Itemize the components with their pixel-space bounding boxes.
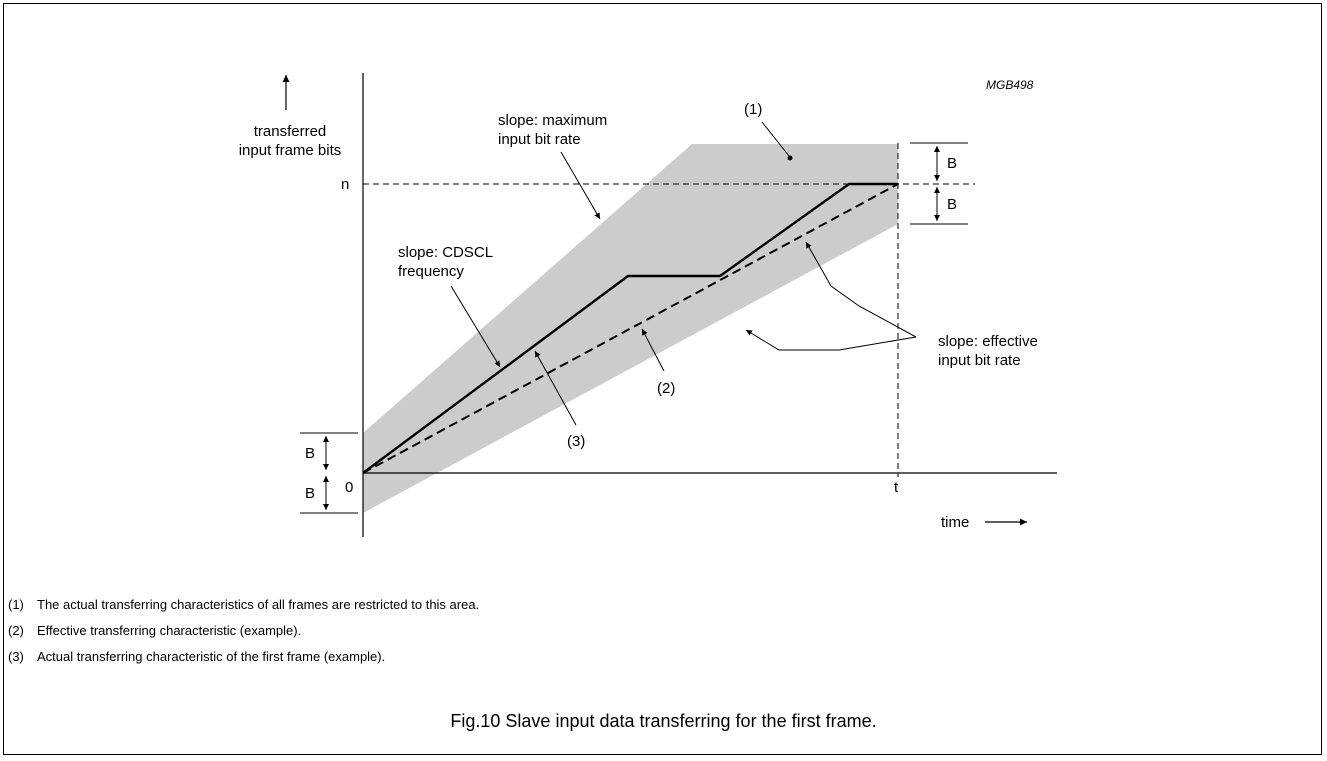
origin-label: 0 <box>345 479 353 496</box>
footnote-number: (1) <box>8 597 24 612</box>
figure-caption: Fig.10 Slave input data transferring for… <box>450 711 877 731</box>
n-label: n <box>341 176 349 193</box>
allowed-region <box>363 144 898 513</box>
footnote-2: (2) Effective transferring characteristic… <box>8 623 479 649</box>
x-axis-label: time <box>941 514 969 531</box>
b-label-left-lower: B <box>305 485 315 502</box>
effective-curve-label: (2) <box>657 380 675 397</box>
cdscl-label-line1: slope: CDSCL <box>398 244 493 261</box>
footnote-3: (3) Actual transferring characteristic of… <box>8 649 479 675</box>
t-label: t <box>894 479 899 496</box>
max-rate-label-line2: input bit rate <box>498 131 581 148</box>
effective-rate-label-line2: input bit rate <box>938 352 1021 369</box>
effective-rate-label-line1: slope: effective <box>938 333 1038 350</box>
footnote-1: (1) The actual transferring characteristi… <box>8 597 479 623</box>
footnote-text: Actual transferring characteristic of th… <box>37 649 386 664</box>
cdscl-arrow-icon <box>450 285 501 368</box>
b-label-right-lower: B <box>947 196 957 213</box>
footnote-text: Effective transferring characteristic (e… <box>37 623 302 638</box>
region-label: (1) <box>744 101 762 118</box>
effective-rate-leader-upper <box>805 241 917 338</box>
max-rate-label-line1: slope: maximum <box>498 112 607 129</box>
effective-curve-arrow-icon <box>641 328 665 372</box>
figure-frame <box>3 3 1322 755</box>
b-label-right-upper: B <box>947 155 957 172</box>
transfer-diagram: transferred input frame bits B B B B n 0… <box>239 73 1057 537</box>
footnote-number: (2) <box>8 623 24 638</box>
region-dot <box>787 155 793 161</box>
region-leader <box>761 121 790 157</box>
actual-curve <box>362 182 898 474</box>
effective-rate-leader-lower <box>745 329 917 351</box>
footnote-number: (3) <box>8 649 24 664</box>
footnotes: (1) The actual transferring characteristi… <box>8 597 479 675</box>
cdscl-label-line2: frequency <box>398 263 464 280</box>
footnote-text: The actual transferring characteristics … <box>37 597 480 612</box>
actual-curve-arrow-icon <box>534 350 577 426</box>
effective-curve <box>362 183 899 474</box>
y-axis-label-line1: transferred <box>254 123 327 140</box>
max-rate-arrow-icon <box>560 151 601 220</box>
y-axis-label-line2: input frame bits <box>239 142 342 159</box>
figure-code: MGB498 <box>986 78 1034 92</box>
b-label-left-upper: B <box>305 445 315 462</box>
actual-curve-label: (3) <box>567 433 585 450</box>
